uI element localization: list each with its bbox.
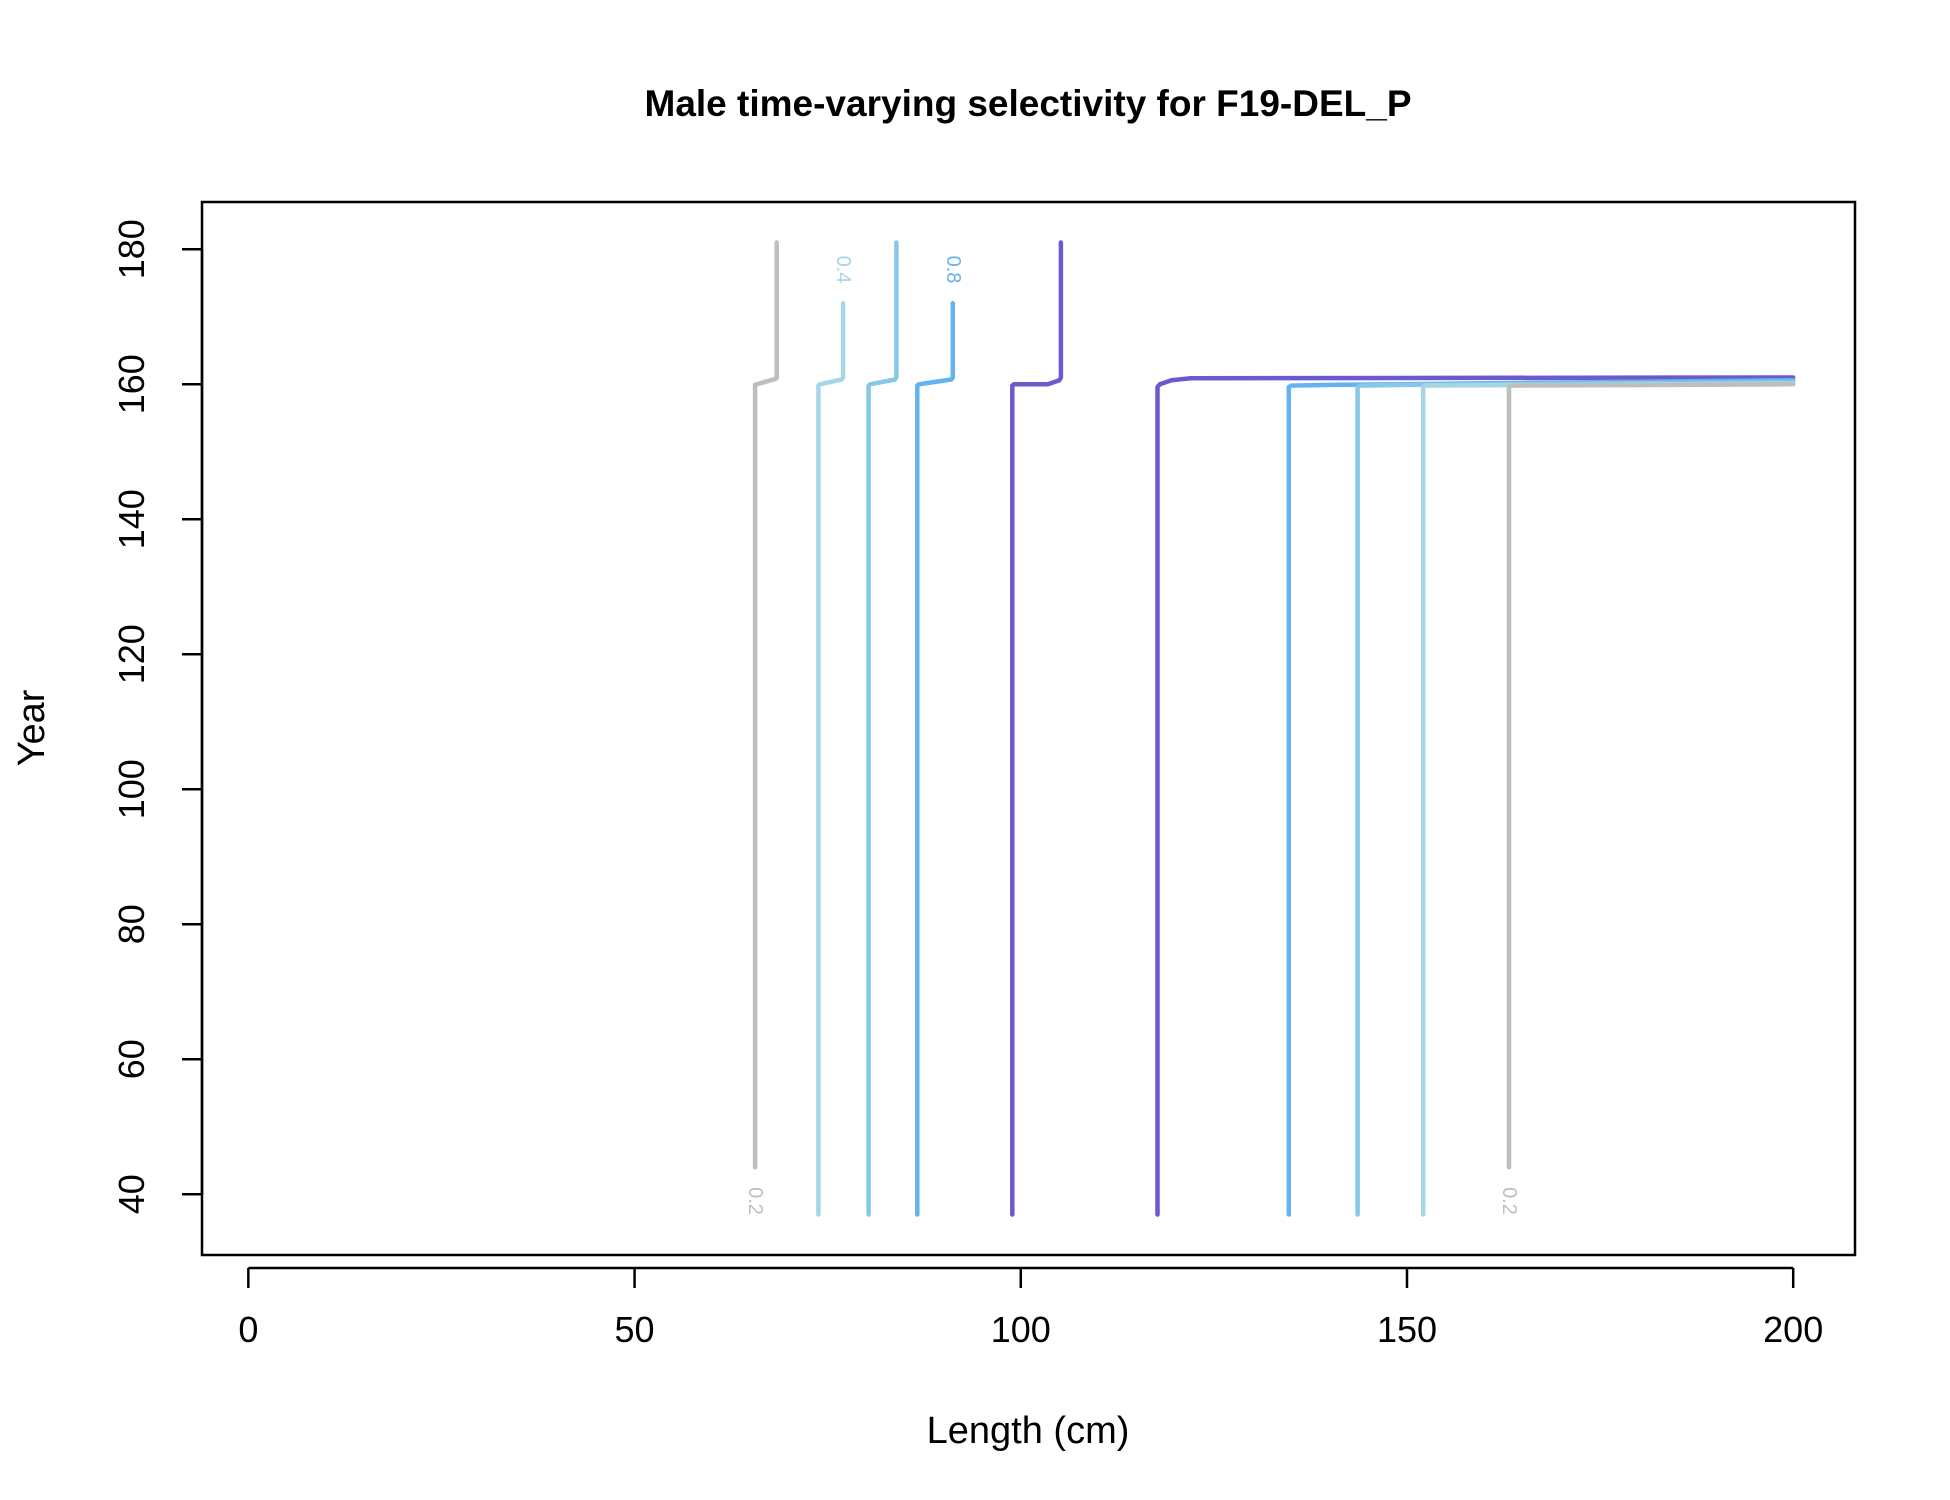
- contour-line-0.6: [866, 240, 899, 1217]
- contour-line-1.0: [1155, 375, 1796, 1217]
- y-tick-label: 80: [111, 904, 152, 944]
- x-axis-label: Length (cm): [927, 1410, 1130, 1452]
- x-axis: 0 50 100 150 200: [238, 1266, 1823, 1350]
- x-tick-label: 200: [1763, 1309, 1823, 1350]
- contour-label: 0.8: [942, 256, 964, 284]
- x-tick-label: 50: [615, 1309, 655, 1350]
- x-tick-label: 150: [1377, 1309, 1437, 1350]
- y-tick-label: 140: [111, 489, 152, 549]
- series-layer: 0.2 0.4 0.8 0.2: [744, 240, 1796, 1217]
- x-tick-label: 0: [238, 1309, 258, 1350]
- contour-label: 0.2: [1498, 1187, 1520, 1215]
- contour-line-0.8: [1286, 377, 1796, 1217]
- x-tick-label: 100: [991, 1309, 1051, 1350]
- contour-line-0.8: [915, 301, 956, 1217]
- contour-line-0.4: [1420, 381, 1796, 1217]
- contour-line-0.4: [816, 301, 846, 1217]
- y-tick-label: 160: [111, 354, 152, 414]
- contour-label: 0.2: [744, 1187, 766, 1215]
- contour-line-0.2: [1506, 382, 1796, 1170]
- contour-label: 0.4: [832, 256, 854, 284]
- contour-line-0.2: [752, 240, 779, 1170]
- y-axis: 40 60 80 100 120 140 160 180: [111, 219, 204, 1214]
- chart-title: Male time-varying selectivity for F19-DE…: [645, 83, 1412, 124]
- y-tick-label: 40: [111, 1174, 152, 1214]
- y-tick-label: 120: [111, 624, 152, 684]
- y-axis-label: Year: [11, 689, 53, 766]
- y-tick-label: 60: [111, 1039, 152, 1079]
- y-tick-label: 100: [111, 759, 152, 819]
- y-tick-label: 180: [111, 219, 152, 279]
- contour-line-1.0: [1010, 240, 1064, 1217]
- plot-frame: [200, 200, 1857, 1257]
